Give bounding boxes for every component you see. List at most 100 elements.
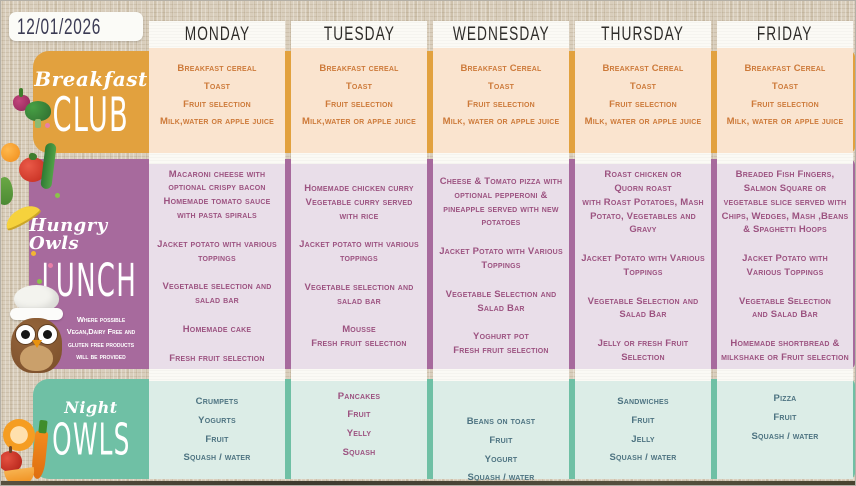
monday-breakfast-cell: Breakfast cereal Toast Fruit selection Milk… [149, 48, 285, 153]
day-header-friday: FRIDAY [717, 21, 853, 48]
menu-item: Breakfast cereal [177, 63, 257, 74]
night-script-text: Night [64, 397, 118, 417]
day-header-thursday: THURSDAY [575, 21, 711, 48]
menu-item: Homemade shortbread & milkshake or Fruit… [721, 338, 849, 363]
menu-item: Breaded Fish Fingers, Salmon Square or v… [721, 169, 849, 236]
week-date-box: 12/01/2026 [9, 12, 143, 41]
wednesday-night-cell: Beans on toast Fruit Yogurt Squash / water [433, 381, 569, 483]
menu-item: Beans on toast [466, 415, 536, 427]
thursday-lunch-cell: Roast chicken or Quorn roast with Roast … [575, 164, 711, 369]
avocado-icon [1, 177, 13, 205]
tuesday-night-cell: Pancakes Fruit Yelly Squash [291, 381, 427, 479]
menu-item: Toast [771, 80, 799, 92]
menu-item: Breakfast cereal [319, 63, 399, 74]
menu-item: Squash [342, 446, 376, 458]
day-name: MONDAY [184, 23, 250, 45]
night-big-text: OWLS [51, 415, 131, 465]
menu-item: Homemade chicken curry Vegetable curry s… [304, 183, 414, 222]
confetti-dot-icon [37, 279, 42, 284]
wednesday-lunch-cell: Cheese & Tomato pizza with optional pepp… [433, 164, 569, 369]
menu-item: Vegetable selection and salad bar [304, 281, 414, 307]
table-edge-shadow [1, 481, 855, 485]
menu-item: Fruit [347, 409, 371, 421]
menu-item: Fruit selection [467, 98, 535, 110]
menu-item: Jacket Potato with Various Toppings [742, 253, 828, 278]
menu-item: Mousse Fresh fruit selection [311, 324, 407, 350]
monday-lunch-cell: Macaroni cheese with optional crispy bac… [149, 164, 285, 369]
menu-item: Sandwiches [617, 395, 669, 407]
lunch-script-text: Hungry Owls [29, 215, 108, 254]
menu-item: Milk,water or apple juice [160, 116, 274, 128]
day-name: WEDNESDAY [452, 23, 550, 45]
menu-item: Cheese & Tomato pizza with optional pepp… [439, 176, 563, 229]
menu-item: Squash / water [609, 452, 677, 464]
breakfast-big-text: CLUB [52, 87, 130, 143]
menu-item: Jelly [631, 433, 655, 445]
menu-item: Jacket Potato with Various Toppings [439, 246, 563, 271]
orange-slice-icon [3, 419, 35, 451]
day-column-friday: FRIDAY Breakfast Cereal Toast Fruit select… [717, 21, 853, 479]
menu-item: Yoghurt pot Fresh fruit selection [453, 331, 549, 357]
broccoli-icon [25, 101, 51, 128]
thursday-breakfast-cell: Breakfast Cereal Toast Fruit selection Milk… [575, 48, 711, 153]
day-column-monday: MONDAY Breakfast cereal Toast Fruit select… [149, 21, 285, 479]
menu-item: Milk, water or apple juice [726, 116, 844, 128]
menu-item: Fruit [489, 434, 513, 446]
friday-night-cell: Pizza Fruit Squash / water [717, 381, 853, 479]
menu-item: Yogurt [484, 453, 518, 465]
menu-item: Vegetable Selection and Salad Bar [587, 295, 699, 321]
friday-breakfast-cell: Breakfast Cereal Toast Fruit selection Milk… [717, 48, 853, 153]
menu-item: Fruit selection [751, 98, 819, 110]
confetti-dot-icon [45, 123, 50, 128]
menu-item: Squash / water [467, 472, 535, 484]
day-column-tuesday: TUESDAY Breakfast cereal Toast Fruit selec… [291, 21, 427, 479]
menu-item: Fruit selection [609, 98, 677, 110]
thursday-night-cell: Sandwiches Fruit Jelly Squash / water [575, 381, 711, 479]
night-owls-label: Night OWLS [33, 379, 149, 479]
menu-item: Fresh fruit selection [169, 352, 265, 364]
menu-item: Vegetable Selection and Salad Bar [738, 295, 832, 321]
menu-item: Jacket potato with various toppings [157, 238, 277, 264]
menu-item: Jelly or fresh Fruit Selection [597, 338, 689, 363]
menu-item: Squash / water [183, 452, 251, 464]
day-name: TUESDAY [323, 23, 395, 45]
week-date: 12/01/2026 [17, 13, 102, 39]
menu-item: Fruit selection [183, 98, 251, 110]
menu-item: Milk,water or apple juice [302, 116, 416, 128]
breakfast-script-text: Breakfast [34, 66, 148, 91]
menu-item: Toast [629, 80, 657, 92]
orange-icon [1, 143, 20, 162]
monday-night-cell: Crumpets Yogurts Fruit Squash / water [149, 381, 285, 479]
day-column-thursday: THURSDAY Breakfast Cereal Toast Fruit sele… [575, 21, 711, 479]
menu-item: Vegetable Selection and Salad Bar [445, 288, 557, 314]
menu-item: Fruit selection [325, 98, 393, 110]
menu-item: Pizza [773, 393, 797, 405]
friday-lunch-cell: Breaded Fish Fingers, Salmon Square or v… [717, 164, 853, 369]
menu-item: Jacket potato with various toppings [299, 239, 419, 265]
chef-hat-icon [14, 285, 59, 312]
confetti-dot-icon [48, 263, 53, 268]
menu-item: Milk, water or apple juice [584, 116, 702, 128]
menu-item: Breakfast Cereal [602, 63, 684, 74]
menu-item: Yelly [346, 428, 372, 440]
day-header-wednesday: WEDNESDAY [433, 21, 569, 48]
day-column-wednesday: WEDNESDAY Breakfast Cereal Toast Fruit sel… [433, 21, 569, 483]
day-name: THURSDAY [601, 23, 685, 45]
confetti-dot-icon [31, 251, 36, 256]
wednesday-breakfast-cell: Breakfast Cereal Toast Fruit selection Milk… [433, 48, 569, 153]
menu-item: Roast chicken or Quorn roast with Roast … [582, 169, 704, 236]
menu-item: Vegetable selection and salad bar [162, 281, 272, 307]
menu-item: Fruit [205, 433, 229, 445]
menu-item: Homemade cake [182, 323, 252, 335]
chef-owl-mascot-icon [8, 285, 66, 377]
dietary-note: Where possible Vegan,Dairy Free and glut… [66, 315, 136, 362]
menu-item: Fruit [773, 412, 797, 424]
menu-item: Jacket Potato with Various Toppings [581, 253, 705, 278]
day-header-tuesday: TUESDAY [291, 21, 427, 48]
menu-item: Toast [487, 80, 515, 92]
menu-item: Toast [203, 80, 231, 92]
day-header-monday: MONDAY [149, 21, 285, 48]
menu-item: Fruit [631, 414, 655, 426]
menu-item: Breakfast Cereal [460, 63, 542, 74]
